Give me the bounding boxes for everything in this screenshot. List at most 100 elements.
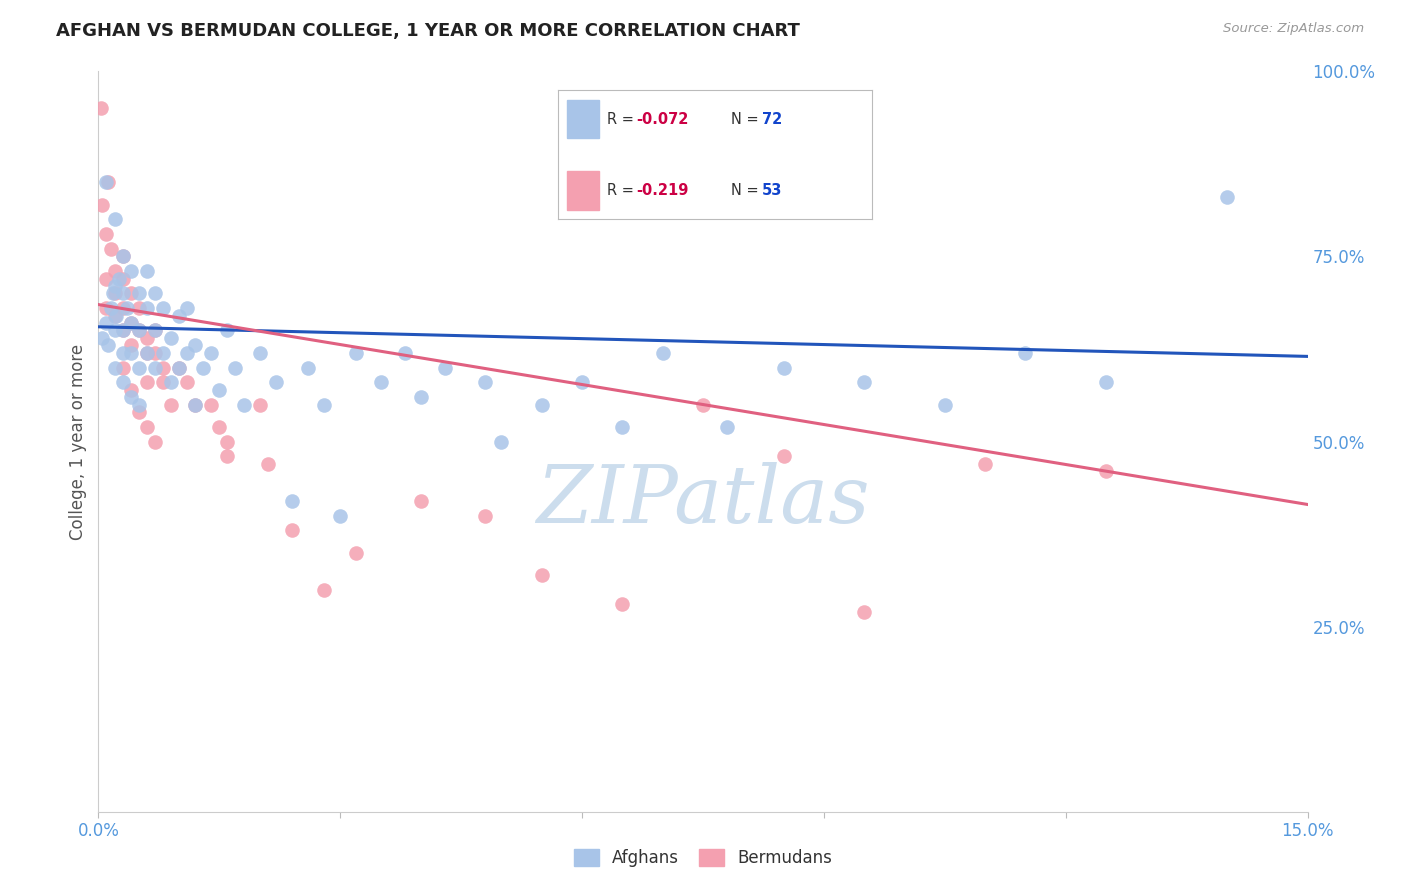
Point (217, 434, 239, 449)
Point (474, 376, 496, 390)
Point (409, 493, 432, 508)
Point (143, 324, 166, 338)
Point (1216, 190, 1239, 204)
Text: ZIPatlas: ZIPatlas (536, 462, 870, 540)
Point (103, 309, 125, 323)
Point (434, 360, 457, 375)
Point (281, 524, 304, 538)
Point (344, 345, 367, 359)
Point (97, 338, 120, 352)
Point (208, 383, 231, 397)
Point (96, 175, 118, 190)
Point (409, 390, 432, 404)
Point (96, 271, 118, 285)
Point (281, 493, 304, 508)
Point (152, 345, 174, 359)
Point (120, 338, 142, 352)
Point (143, 434, 166, 449)
Point (184, 397, 207, 411)
Point (143, 360, 166, 375)
Point (160, 331, 183, 345)
Point (128, 405, 150, 419)
Point (105, 309, 128, 323)
Point (101, 286, 124, 301)
Point (772, 450, 794, 464)
Point (135, 331, 157, 345)
Point (264, 376, 287, 390)
Point (115, 301, 138, 316)
Point (167, 309, 190, 323)
Point (612, 598, 634, 612)
Point (176, 345, 198, 359)
Point (853, 605, 876, 619)
Point (120, 316, 142, 330)
Point (934, 397, 956, 411)
Point (120, 286, 142, 301)
Point (256, 457, 278, 471)
Point (120, 316, 142, 330)
Point (152, 360, 174, 375)
Point (167, 360, 190, 375)
Point (716, 419, 738, 434)
Point (208, 419, 231, 434)
Point (314, 582, 336, 597)
Point (120, 383, 142, 397)
Point (135, 345, 157, 359)
Point (1095, 376, 1118, 390)
Point (344, 546, 367, 560)
Point (103, 212, 125, 227)
Point (91, 197, 114, 211)
Point (91, 331, 114, 345)
Point (90, 102, 112, 116)
Point (772, 360, 794, 375)
Point (96, 316, 118, 330)
Point (111, 360, 134, 375)
Point (111, 250, 134, 264)
Point (96, 227, 118, 242)
Point (160, 376, 183, 390)
Point (1014, 345, 1036, 359)
Point (692, 397, 714, 411)
Point (370, 376, 392, 390)
Point (184, 397, 207, 411)
Point (128, 360, 150, 375)
Point (176, 301, 198, 316)
Point (103, 279, 125, 293)
Point (111, 376, 134, 390)
Point (97, 175, 120, 190)
Text: Source: ZipAtlas.com: Source: ZipAtlas.com (1223, 22, 1364, 36)
Point (232, 397, 254, 411)
Point (111, 271, 134, 285)
Point (103, 286, 125, 301)
Point (474, 508, 496, 523)
Point (100, 242, 122, 256)
Point (103, 324, 125, 338)
Point (217, 324, 239, 338)
Point (329, 508, 352, 523)
Point (249, 345, 271, 359)
Point (120, 390, 142, 404)
Point (107, 271, 129, 285)
Point (135, 345, 157, 359)
Point (160, 397, 183, 411)
Point (128, 301, 150, 316)
Point (297, 360, 319, 375)
Point (135, 301, 157, 316)
Point (128, 324, 150, 338)
Point (111, 301, 134, 316)
Point (974, 457, 997, 471)
Point (249, 397, 271, 411)
Point (184, 338, 207, 352)
Point (135, 264, 157, 278)
Point (128, 397, 150, 411)
Point (111, 286, 134, 301)
Point (193, 360, 215, 375)
Point (103, 264, 125, 278)
Point (120, 345, 142, 359)
Point (167, 360, 190, 375)
Point (128, 324, 150, 338)
Point (111, 345, 134, 359)
Point (200, 345, 222, 359)
Point (651, 345, 673, 359)
Point (394, 345, 416, 359)
